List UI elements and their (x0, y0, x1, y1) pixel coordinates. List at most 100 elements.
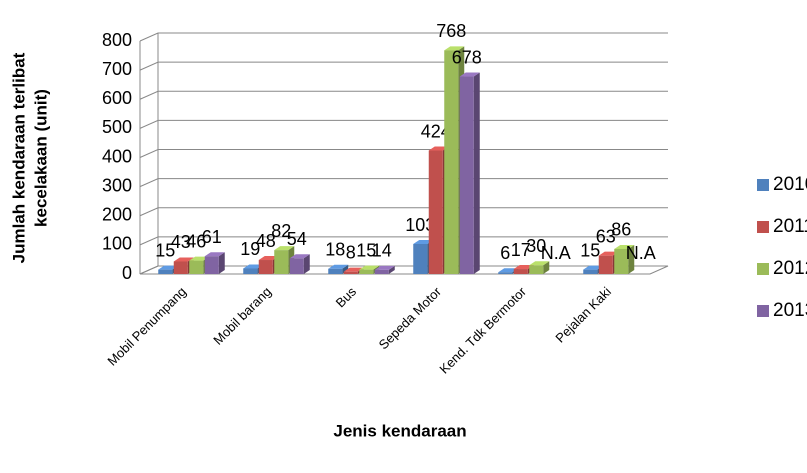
x-tick-label: Sepeda Motor (376, 283, 445, 352)
bar-front (359, 269, 374, 274)
bar-front (204, 256, 219, 274)
x-tick-label: Kend. Tdk Bermotor (436, 283, 529, 376)
value-label: 8 (346, 242, 356, 262)
bar-front (498, 272, 513, 274)
grid-line (139, 265, 668, 275)
y-tick-label: 0 (122, 263, 132, 283)
value-label: 86 (611, 220, 631, 240)
value-label: 768 (436, 21, 466, 41)
y-tick-label: 500 (102, 117, 132, 137)
bar-front (158, 269, 173, 274)
bar (374, 265, 395, 274)
x-tick-label-group: Bus (333, 284, 360, 311)
value-label: 103 (405, 215, 435, 235)
y-tick-label: 800 (102, 30, 132, 50)
bar-top (374, 265, 395, 270)
bar-front (274, 250, 289, 274)
value-label: 54 (287, 229, 307, 249)
value-label: 424 (421, 121, 451, 141)
y-tick-label: 300 (102, 175, 132, 195)
y-tick-label: 100 (102, 234, 132, 254)
y-axis-title: Jumlah kendaraan terlibat kecelakaan (un… (9, 52, 50, 263)
x-tick-label-group: Kend. Tdk Bermotor (436, 283, 529, 376)
value-label: 48 (256, 231, 276, 251)
bar (459, 72, 480, 274)
legend-label: 2010 (773, 174, 807, 195)
legend-label: 2013 (773, 300, 807, 321)
x-tick-label: Mobil barang (210, 284, 274, 348)
grid-line (139, 32, 668, 42)
value-label: 15 (155, 240, 175, 260)
value-label: 6 (500, 243, 510, 263)
x-tick-label-group: Sepeda Motor (376, 283, 445, 352)
bar (289, 254, 310, 274)
x-tick-label: Mobil Penumpang (104, 284, 189, 369)
bar-side (303, 254, 310, 274)
value-label: 15 (580, 240, 600, 260)
y-tick-label: 400 (102, 146, 132, 166)
bar-front (343, 271, 358, 274)
bar (529, 261, 550, 274)
bar-side (543, 261, 550, 274)
bar-top (204, 252, 225, 257)
bar-top (189, 256, 210, 261)
x-tick-label-group: Mobil Penumpang (104, 284, 189, 369)
bar-top (444, 46, 465, 51)
bar-top (529, 261, 550, 266)
value-label: 19 (240, 239, 260, 259)
bar-top (328, 264, 349, 269)
bar-side (473, 72, 480, 274)
bar-top (614, 244, 635, 249)
bar-front (289, 258, 304, 274)
bar-top (343, 267, 364, 272)
bar (614, 244, 635, 274)
bar-top (158, 265, 179, 270)
bar-front (444, 50, 459, 274)
bar-side (628, 244, 635, 274)
bar-top (173, 257, 194, 262)
x-tick-label-group: Pejalan Kaki (552, 284, 614, 346)
y-tick-label: 200 (102, 205, 132, 225)
bar-top (274, 246, 295, 251)
y-tick-label: 600 (102, 88, 132, 108)
value-label: 43 (171, 232, 191, 252)
bar-front (598, 255, 613, 274)
bar-front (413, 244, 428, 274)
value-label: 678 (452, 47, 482, 67)
value-label: 17 (511, 240, 531, 260)
bar-top (513, 265, 534, 270)
grid-line (139, 119, 668, 129)
value-label: 18 (325, 240, 345, 260)
grid-line (139, 90, 668, 100)
bar-front (243, 268, 258, 274)
grid-line (139, 149, 668, 158)
bar-top (243, 264, 264, 269)
bar-top (598, 251, 619, 256)
value-label: 14 (372, 241, 392, 261)
bar-top (413, 240, 434, 245)
value-label: N.A (626, 243, 656, 263)
legend-swatch (757, 263, 769, 275)
bar-top (498, 268, 519, 273)
bar-top (359, 265, 380, 270)
grid-line (139, 236, 668, 246)
legend-swatch (757, 221, 769, 233)
value-label: 63 (596, 226, 616, 246)
grid-line (139, 61, 668, 71)
legend-swatch (757, 305, 769, 317)
x-axis-title: Jenis kendaraan (333, 421, 466, 440)
value-label: 61 (202, 227, 222, 247)
bar-top (258, 256, 279, 261)
value-label: 46 (186, 231, 206, 251)
y-axis-title-line: kecelakaan (unit) (31, 89, 50, 227)
bar-front (614, 248, 629, 274)
bar-front (258, 260, 273, 274)
x-tick-label-group: Mobil barang (210, 284, 274, 348)
y-axis-title-line: Jumlah kendaraan terlibat (9, 52, 28, 263)
bar-front (173, 261, 188, 274)
bar-top (583, 265, 604, 270)
bar-front (513, 269, 528, 274)
x-tick-label: Bus (333, 284, 360, 311)
